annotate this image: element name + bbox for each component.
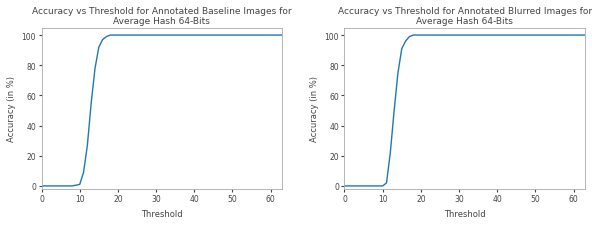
X-axis label: Threshold: Threshold [141, 209, 183, 218]
Y-axis label: Accuracy (in %): Accuracy (in %) [7, 76, 16, 142]
Title: Accuracy vs Threshold for Annotated Blurred Images for
Average Hash 64-Bits: Accuracy vs Threshold for Annotated Blur… [337, 7, 592, 26]
X-axis label: Threshold: Threshold [444, 209, 485, 218]
Y-axis label: Accuracy (in %): Accuracy (in %) [310, 76, 319, 142]
Title: Accuracy vs Threshold for Annotated Baseline Images for
Average Hash 64-Bits: Accuracy vs Threshold for Annotated Base… [32, 7, 292, 26]
